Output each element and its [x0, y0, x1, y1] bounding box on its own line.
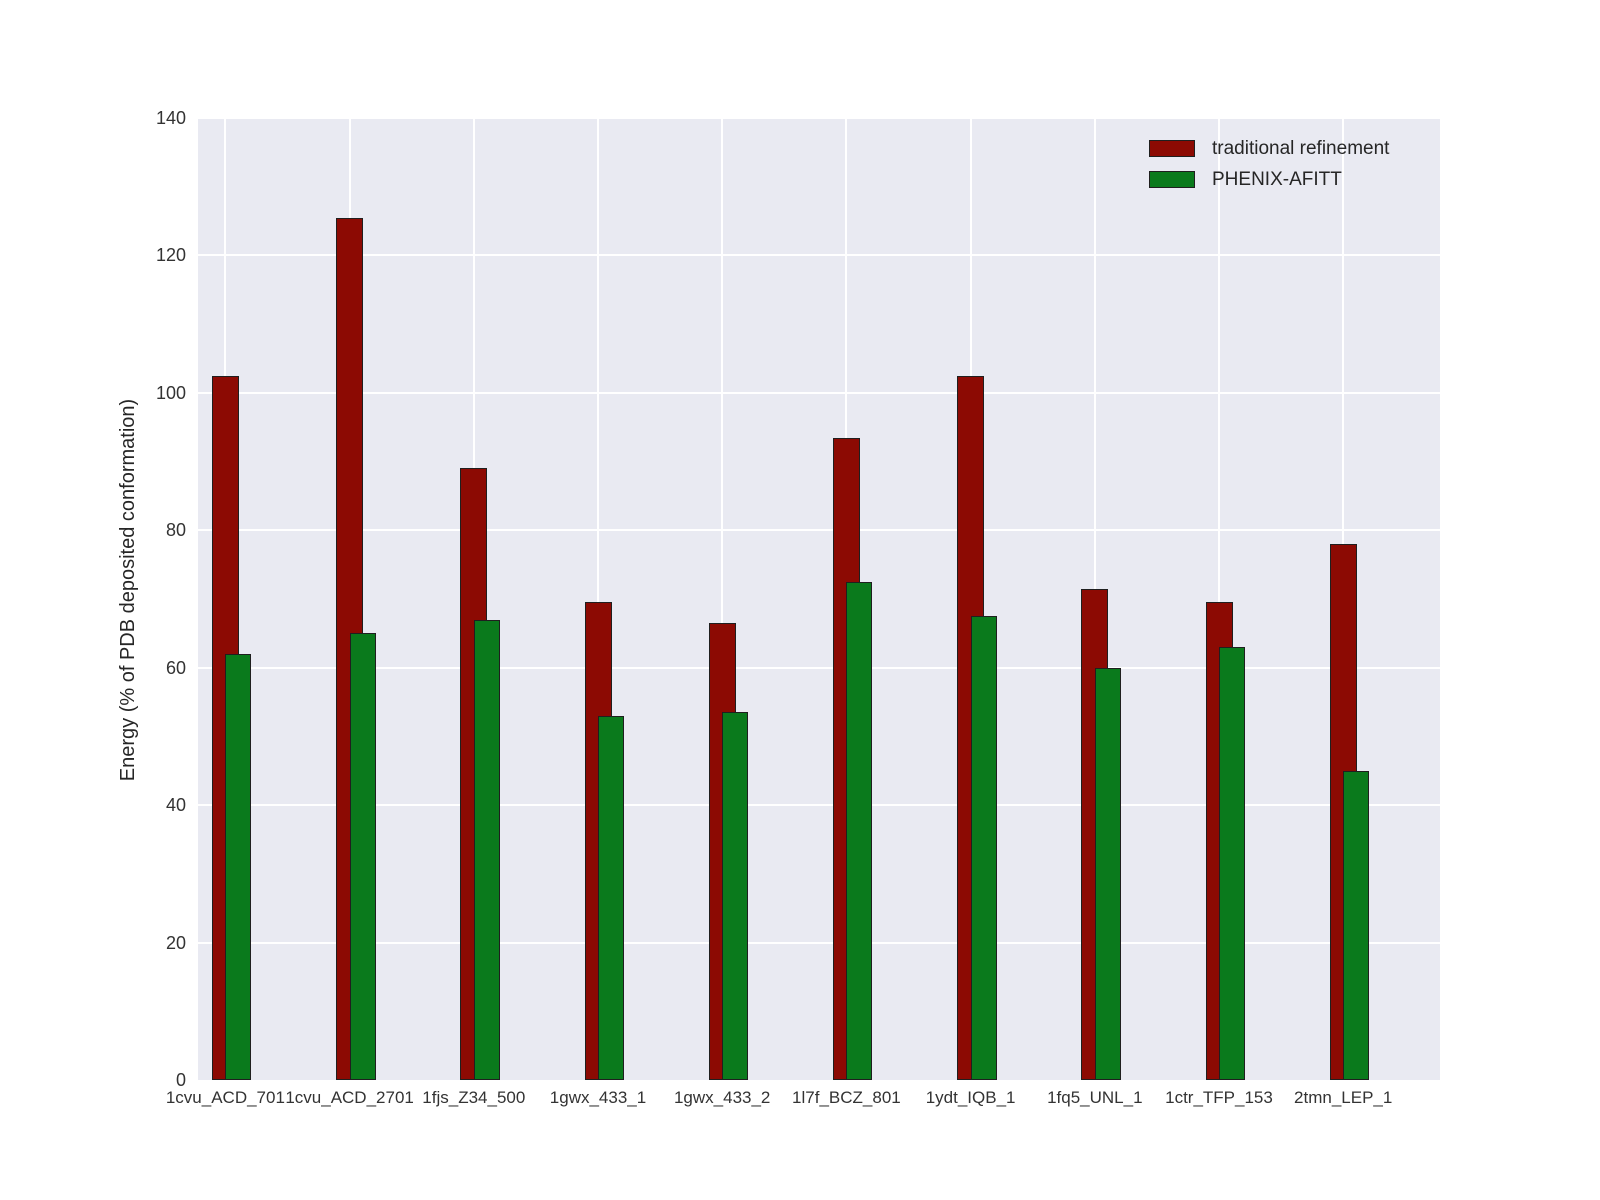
bar-phenix-afitt: [1094, 667, 1121, 1080]
y-tick-label: 140: [155, 108, 186, 128]
gridline-horizontal: [198, 804, 1440, 807]
legend-label: traditional refinement: [1212, 137, 1390, 159]
x-tick-label: 1cvu_ACD_701: [165, 1088, 285, 1107]
gridline-vertical: [721, 118, 724, 1080]
bar-phenix-afitt: [598, 715, 624, 1080]
plot-area: [198, 117, 1440, 1080]
x-tick-label: 2tmn_LEP_1: [1294, 1088, 1393, 1107]
legend-swatch-phenix-afitt: [1149, 171, 1195, 188]
x-tick-label: 1gwx_433_1: [549, 1088, 647, 1107]
y-tick-label: 0: [175, 1070, 186, 1090]
legend-item-phenix-afitt: PHENIX-AFITT: [1149, 168, 1389, 191]
bar-phenix-afitt: [349, 633, 376, 1080]
bar-phenix-afitt: [1343, 770, 1370, 1080]
x-tick-label: 1fjs_Z34_500: [422, 1088, 526, 1107]
gridline-vertical: [597, 118, 599, 1080]
x-tick-label: 1cvu_ACD_2701: [285, 1088, 414, 1107]
x-tick-label: 1ydt_IQB_1: [925, 1088, 1016, 1107]
legend: traditional refinement PHENIX-AFITT: [1149, 137, 1389, 199]
legend-swatch-traditional-refinement: [1149, 140, 1195, 157]
gridline-horizontal: [198, 941, 1440, 944]
gridline-horizontal: [198, 666, 1440, 669]
bar-phenix-afitt: [846, 581, 873, 1080]
gridline-horizontal: [198, 117, 1440, 119]
gridline-horizontal: [198, 529, 1440, 532]
x-tick-label: 1gwx_433_2: [673, 1088, 771, 1107]
y-tick-label: 60: [165, 657, 186, 678]
legend-label: PHENIX-AFITT: [1212, 168, 1342, 190]
gridline-horizontal: [198, 254, 1440, 257]
y-tick-label: 20: [165, 932, 186, 953]
x-tick-label: 1l7f_BCZ_801: [792, 1088, 901, 1107]
gridline-horizontal: [198, 391, 1440, 394]
bar-phenix-afitt: [473, 619, 500, 1080]
x-tick-label: 1fq5_UNL_1: [1047, 1088, 1143, 1107]
legend-item-traditional-refinement: traditional refinement: [1149, 137, 1389, 160]
bar-phenix-afitt: [970, 616, 997, 1080]
gridline-vertical: [1218, 118, 1220, 1080]
y-axis-label: Energy (% of PDB deposited conformation): [117, 398, 139, 782]
y-tick-label: 40: [165, 795, 186, 816]
y-tick-label: 120: [155, 245, 186, 266]
bar-phenix-afitt: [722, 712, 749, 1080]
bar-phenix-afitt: [225, 653, 252, 1080]
y-tick-label: 80: [165, 520, 186, 541]
bar-phenix-afitt: [1219, 647, 1245, 1080]
y-tick-label: 100: [155, 382, 186, 403]
x-tick-label: 1ctr_TFP_153: [1165, 1088, 1273, 1107]
